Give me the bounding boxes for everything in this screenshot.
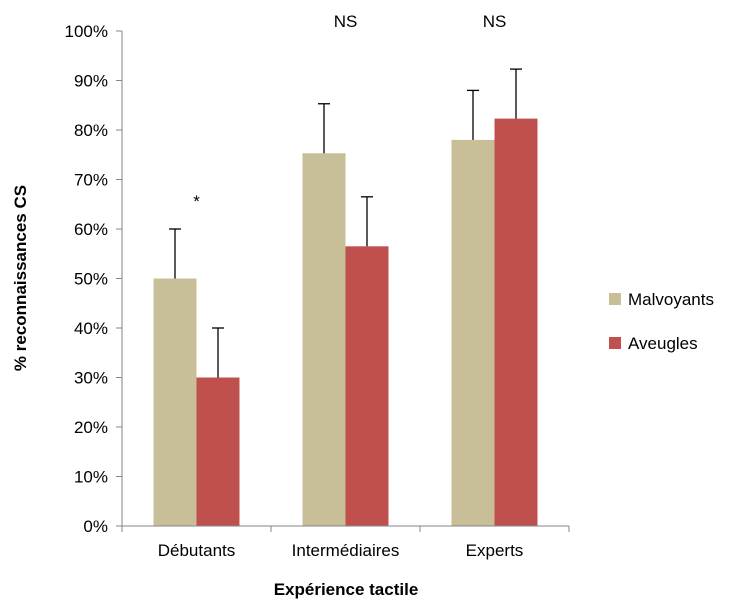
legend-swatch-aveugles — [609, 337, 621, 349]
legend-item-aveugles: Aveugles — [609, 334, 698, 353]
legend-label-malvoyants: Malvoyants — [628, 290, 714, 309]
bar-aveugles-1 — [345, 246, 389, 526]
x-category-label: Intermédiaires — [292, 541, 400, 560]
bar-malvoyants-0 — [153, 278, 197, 526]
y-tick-label: 90% — [74, 72, 108, 91]
y-tick-label: 0% — [83, 517, 108, 536]
bar-aveugles-2 — [494, 118, 538, 527]
x-axis-title: Expérience tactile — [274, 580, 419, 599]
plot-area: * NS NS — [153, 12, 538, 527]
x-category-label: Experts — [466, 541, 524, 560]
y-tick-label: 30% — [74, 369, 108, 388]
y-tick-label: 40% — [74, 319, 108, 338]
bar-malvoyants-1 — [302, 153, 346, 526]
y-axis-title: % reconnaissances CS — [11, 185, 30, 371]
y-tick-label: 80% — [74, 121, 108, 140]
legend-swatch-malvoyants — [609, 293, 621, 305]
y-tick-label: 60% — [74, 220, 108, 239]
significance-annotation: * — [193, 192, 200, 211]
bar-aveugles-0 — [196, 377, 240, 526]
legend: Malvoyants Aveugles — [609, 290, 714, 353]
axes: 0% 10% 20% 30% 40% 50% 60% 70% 80% 90% 100% Débutan… — [65, 22, 570, 560]
y-tick-label: 50% — [74, 270, 108, 289]
y-tick-label: 70% — [74, 171, 108, 190]
legend-item-malvoyants: Malvoyants — [609, 290, 714, 309]
y-tick-label: 20% — [74, 418, 108, 437]
y-tick-label: 100% — [65, 22, 108, 41]
bar-malvoyants-2 — [451, 139, 495, 526]
significance-annotation: NS — [483, 12, 507, 31]
significance-annotation: NS — [334, 12, 358, 31]
y-tick-label: 10% — [74, 468, 108, 487]
legend-label-aveugles: Aveugles — [628, 334, 698, 353]
x-category-label: Débutants — [158, 541, 236, 560]
